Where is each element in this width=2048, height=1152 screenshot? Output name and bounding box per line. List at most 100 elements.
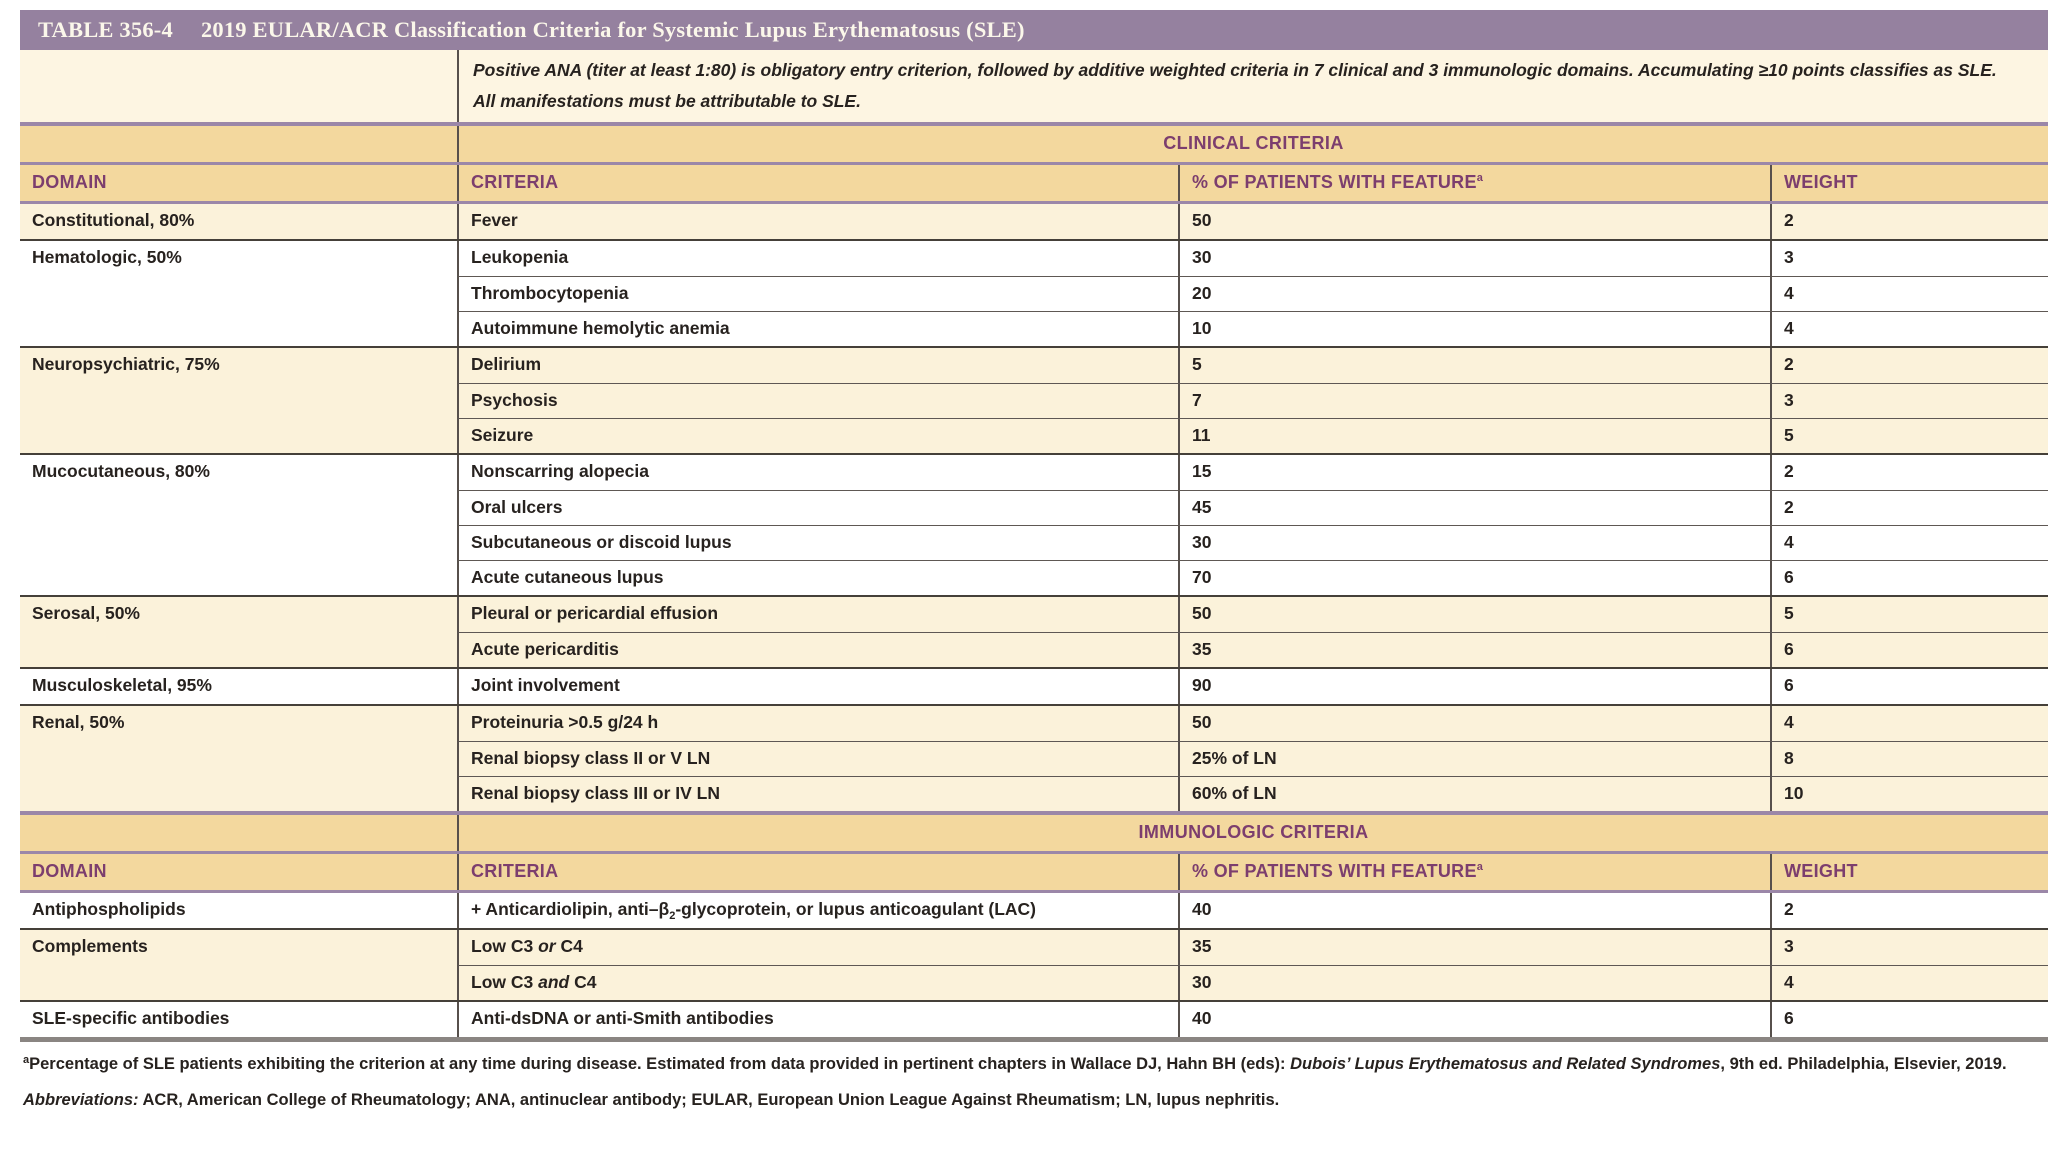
pct-cell: 20 bbox=[1178, 276, 1770, 311]
criteria-cell: Leukopenia bbox=[457, 241, 1178, 276]
intro-paragraph-2: All manifestations must be attributable … bbox=[473, 91, 861, 111]
pct-cell: 50 bbox=[1178, 597, 1770, 632]
domain-group: Hematologic, 50% Leukopenia 30 3 Thrombocyto… bbox=[20, 239, 2048, 346]
domain-group: Renal, 50% Proteinuria >0.5 g/24 h 50 4 Rena… bbox=[20, 704, 2048, 811]
pct-cell: 45 bbox=[1178, 490, 1770, 525]
pct-cell: 60% of LN bbox=[1178, 776, 1770, 811]
pct-cell: 30 bbox=[1178, 525, 1770, 560]
domain-group: Constitutional, 80% Fever 50 2 bbox=[20, 204, 2048, 239]
weight-cell: 8 bbox=[1770, 741, 2048, 776]
domain-cell: Neuropsychiatric, 75% bbox=[32, 354, 220, 374]
criteria-cell: Subcutaneous or discoid lupus bbox=[457, 525, 1178, 560]
pct-cell: 40 bbox=[1178, 1002, 1770, 1037]
criteria-cell: Autoimmune hemolytic anemia bbox=[457, 311, 1178, 346]
domain-group: Musculoskeletal, 95% Joint involvement 90 6 bbox=[20, 667, 2048, 704]
table-title-bar: TABLE 356-4 2019 EULAR/ACR Classification… bbox=[20, 10, 2048, 50]
domain-cell: Complements bbox=[32, 936, 148, 956]
intro-empty-cell bbox=[20, 50, 457, 122]
domain-cell: Serosal, 50% bbox=[32, 603, 140, 623]
criteria-cell: Acute cutaneous lupus bbox=[457, 560, 1178, 595]
criteria-cell: Renal biopsy class III or IV LN bbox=[457, 776, 1178, 811]
domain-cell: Musculoskeletal, 95% bbox=[32, 675, 212, 695]
pct-cell: 7 bbox=[1178, 383, 1770, 418]
pct-cell: 25% of LN bbox=[1178, 741, 1770, 776]
weight-cell: 4 bbox=[1770, 706, 2048, 741]
pct-cell: 5 bbox=[1178, 348, 1770, 383]
criteria-cell: Proteinuria >0.5 g/24 h bbox=[457, 706, 1178, 741]
domain-group: Antiphospholipids + Anticardiolipin, anti… bbox=[20, 893, 2048, 928]
footnote-abbreviations: Abbreviations: ACR, American College of … bbox=[23, 1091, 1280, 1109]
weight-cell: 2 bbox=[1770, 893, 2048, 928]
domain-cell: SLE-specific antibodies bbox=[32, 1008, 230, 1028]
criteria-cell: Seizure bbox=[457, 418, 1178, 453]
section-band-left-cell bbox=[20, 126, 457, 162]
footnote-percentage: aPercentage of SLE patients exhibiting t… bbox=[23, 1054, 2007, 1074]
domain-group: Complements Low C3 or C4 35 3 Low C3 and C4 3… bbox=[20, 928, 2048, 1000]
weight-cell: 3 bbox=[1770, 383, 2048, 418]
criteria-cell: Low C3 or C4 bbox=[457, 930, 1178, 965]
weight-cell: 6 bbox=[1770, 560, 2048, 595]
domain-group: Neuropsychiatric, 75% Delirium 5 2 Psychosis… bbox=[20, 346, 2048, 453]
weight-cell: 2 bbox=[1770, 490, 2048, 525]
pct-cell: 50 bbox=[1178, 204, 1770, 239]
domain-cell: Mucocutaneous, 80% bbox=[32, 461, 210, 481]
criteria-cell: Nonscarring alopecia bbox=[457, 455, 1178, 490]
domain-group: Serosal, 50% Pleural or pericardial effus… bbox=[20, 595, 2048, 667]
domain-group: SLE-specific antibodies Anti-dsDNA or ant… bbox=[20, 1000, 2048, 1037]
sle-criteria-table: TABLE 356-4 2019 EULAR/ACR Classification… bbox=[20, 10, 2048, 1112]
weight-cell: 3 bbox=[1770, 930, 2048, 965]
weight-cell: 4 bbox=[1770, 965, 2048, 1000]
criteria-cell: Delirium bbox=[457, 348, 1178, 383]
table-title: 2019 EULAR/ACR Classification Criteria f… bbox=[200, 17, 1025, 42]
pct-cell: 90 bbox=[1178, 669, 1770, 704]
column-header-criteria: CRITERIA bbox=[457, 854, 1178, 890]
domain-cell: Renal, 50% bbox=[32, 712, 125, 732]
footnote-book-title: Dubois’ Lupus Erythematosus and Related … bbox=[1290, 1055, 1721, 1073]
weight-cell: 4 bbox=[1770, 276, 2048, 311]
weight-cell: 6 bbox=[1770, 632, 2048, 667]
criteria-cell: Low C3 and C4 bbox=[457, 965, 1178, 1000]
intro-row: Positive ANA (titer at least 1:80) is ob… bbox=[20, 50, 2048, 122]
weight-cell: 2 bbox=[1770, 455, 2048, 490]
criteria-cell: Pleural or pericardial effusion bbox=[457, 597, 1178, 632]
footnote-marker: a bbox=[23, 1054, 30, 1066]
pct-cell: 70 bbox=[1178, 560, 1770, 595]
domain-cell: Antiphospholipids bbox=[32, 899, 186, 919]
pct-cell: 30 bbox=[1178, 241, 1770, 276]
column-header-domain: DOMAIN bbox=[32, 861, 107, 881]
weight-cell: 6 bbox=[1770, 1002, 2048, 1037]
column-header-row: DOMAIN CRITERIA% OF PATIENTS WITH FEATURE… bbox=[20, 851, 2048, 893]
criteria-cell: Psychosis bbox=[457, 383, 1178, 418]
weight-cell: 4 bbox=[1770, 525, 2048, 560]
domain-cell: Constitutional, 80% bbox=[32, 210, 195, 230]
pct-cell: 40 bbox=[1178, 893, 1770, 928]
weight-cell: 5 bbox=[1770, 418, 2048, 453]
section-title: IMMUNOLOGIC CRITERIA bbox=[457, 815, 2048, 851]
intro-paragraph-1: Positive ANA (titer at least 1:80) is ob… bbox=[473, 60, 1997, 80]
weight-cell: 5 bbox=[1770, 597, 2048, 632]
pct-cell: 10 bbox=[1178, 311, 1770, 346]
section-band: CLINICAL CRITERIA bbox=[20, 122, 2048, 162]
section-band-left-cell bbox=[20, 815, 457, 851]
pct-cell: 35 bbox=[1178, 930, 1770, 965]
section-band: IMMUNOLOGIC CRITERIA bbox=[20, 811, 2048, 851]
column-header-weight: WEIGHT bbox=[1770, 854, 2048, 890]
column-header-feature: % OF PATIENTS WITH FEATUREa bbox=[1178, 854, 1770, 890]
column-header-domain: DOMAIN bbox=[32, 172, 107, 192]
pct-cell: 15 bbox=[1178, 455, 1770, 490]
criteria-cell: Joint involvement bbox=[457, 669, 1178, 704]
weight-cell: 6 bbox=[1770, 669, 2048, 704]
column-header-weight: WEIGHT bbox=[1770, 165, 2048, 201]
weight-cell: 2 bbox=[1770, 204, 2048, 239]
column-header-row: DOMAIN CRITERIA% OF PATIENTS WITH FEATURE… bbox=[20, 162, 2048, 204]
footnotes: aPercentage of SLE patients exhibiting t… bbox=[20, 1037, 2048, 1112]
table-number: TABLE 356-4 bbox=[38, 17, 173, 42]
abbreviations-label: Abbreviations: bbox=[23, 1091, 139, 1109]
table-body: CLINICAL CRITERIA DOMAIN CRITERIA% OF PATI… bbox=[20, 122, 2048, 1037]
criteria-cell: Acute pericarditis bbox=[457, 632, 1178, 667]
criteria-cell: Renal biopsy class II or V LN bbox=[457, 741, 1178, 776]
intro-text-cell: Positive ANA (titer at least 1:80) is ob… bbox=[457, 50, 2048, 122]
weight-cell: 4 bbox=[1770, 311, 2048, 346]
criteria-cell: Anti-dsDNA or anti-Smith antibodies bbox=[457, 1002, 1178, 1037]
